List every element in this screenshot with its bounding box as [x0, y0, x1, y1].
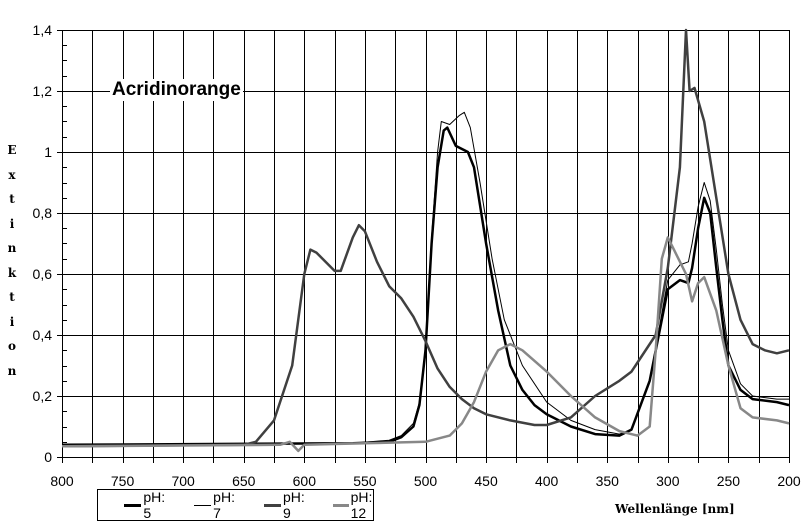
x-tick-label: 800 [50, 473, 74, 489]
y-tick-label: 0,6 [33, 266, 53, 282]
series-line-ph9 [61, 28, 790, 448]
y-axis-label-letter: E [7, 143, 17, 157]
legend-label: pH: 7 [213, 489, 235, 521]
x-tick-label: 200 [777, 473, 801, 489]
legend-label: pH: 12 [350, 489, 373, 521]
series-line-ph12 [61, 236, 790, 453]
x-tick-label: 250 [717, 473, 741, 489]
y-axis-label-letter: x [8, 167, 16, 182]
x-tick-label: 450 [474, 473, 498, 489]
x-tick-label: 400 [535, 473, 559, 489]
legend-label: pH: 9 [282, 489, 305, 521]
y-axis-label-letter: k [7, 265, 17, 280]
y-tick-label: 1 [44, 144, 52, 160]
y-axis-label-letter: n [7, 241, 17, 255]
y-axis-label-letter: o [7, 339, 16, 353]
x-tick-label: 350 [596, 473, 620, 489]
x-tick-label: 300 [656, 473, 680, 489]
y-tick-label: 1,4 [33, 22, 53, 38]
x-tick-label: 550 [353, 473, 377, 489]
legend-swatch [193, 504, 212, 506]
series-line-ph7 [61, 111, 789, 446]
legend-item-ph5: pH: 5 [124, 489, 170, 521]
y-tick-label: 1,2 [33, 83, 53, 99]
legend-item-ph12: pH: 12 [333, 489, 379, 521]
legend-swatch [124, 503, 142, 507]
y-tick-label: 0 [44, 449, 52, 465]
x-tick-label: 750 [111, 473, 135, 489]
y-axis-label-letter: t [9, 290, 15, 304]
y-tick-label: 0,8 [33, 205, 53, 221]
legend: pH: 5 pH: 7 pH: 9 pH: 12 [97, 489, 374, 521]
x-tick-label: 600 [293, 473, 317, 489]
legend-swatch [333, 503, 349, 507]
x-tick-label: 500 [414, 473, 438, 489]
x-axis-label: Wellenlänge [nm] [615, 502, 735, 516]
legend-item-ph9: pH: 9 [263, 489, 310, 521]
y-tick-label: 0,4 [33, 327, 53, 343]
chart-title: Acridinorange [110, 79, 243, 101]
y-tick-label: 0,2 [33, 388, 53, 404]
y-axis-label-letter: n [7, 363, 17, 378]
legend-label: pH: 5 [143, 489, 166, 521]
y-axis-label-letter: i [9, 314, 15, 329]
legend-swatch [263, 503, 281, 507]
y-axis-label-letter: i [9, 216, 15, 231]
y-axis-label-letter: t [9, 192, 15, 206]
x-tick-label: 650 [232, 473, 256, 489]
legend-item-ph7: pH: 7 [193, 489, 240, 521]
x-tick-label: 700 [171, 473, 195, 489]
